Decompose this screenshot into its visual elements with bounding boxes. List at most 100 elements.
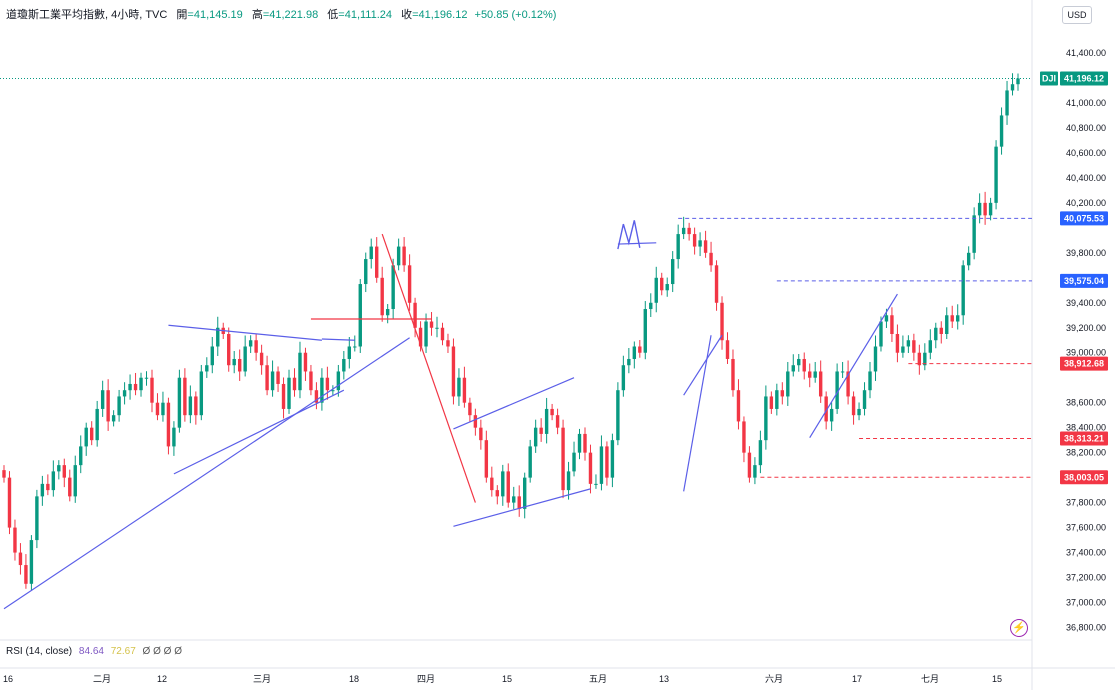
candle-body <box>254 340 258 353</box>
high-value: =41,221.98 <box>262 9 319 21</box>
candle-body <box>380 277 384 316</box>
candle-body <box>923 352 927 366</box>
close-value: =41,196.12 <box>412 9 468 21</box>
candle-body <box>956 315 960 322</box>
candle-body <box>57 465 61 472</box>
y-tick-label: 39,200.00 <box>1066 323 1106 333</box>
candle-body <box>495 490 499 497</box>
candle-body <box>84 427 88 447</box>
candle-body <box>736 390 741 422</box>
candle-body <box>720 302 724 341</box>
level-tag-text: 40,075.53 <box>1064 213 1104 223</box>
candle-body <box>331 390 335 392</box>
candle-body <box>610 440 615 478</box>
candle-body <box>128 383 132 391</box>
candle-body <box>40 483 45 497</box>
candle-body <box>512 496 516 503</box>
level-tag <box>1060 273 1108 288</box>
candle-body <box>95 408 99 441</box>
y-tick-label: 40,200.00 <box>1066 198 1106 208</box>
candle-body <box>2 470 6 478</box>
rsi-ma-value: 72.67 <box>110 646 136 657</box>
candle-body <box>725 340 730 359</box>
candle-body <box>342 358 346 372</box>
x-tick-label: 四月 <box>417 674 435 684</box>
level-tag-text: 38,912.68 <box>1064 359 1104 369</box>
candle-body <box>183 377 187 416</box>
trend-line <box>683 334 723 396</box>
candle-body <box>616 390 620 441</box>
candle-body <box>533 427 538 447</box>
currency-button[interactable]: USD <box>1062 6 1092 24</box>
x-tick-label: 三月 <box>253 674 271 684</box>
candle-body <box>292 377 297 391</box>
candle-body <box>462 377 467 403</box>
candle-body <box>698 240 702 247</box>
candle-body <box>879 321 883 347</box>
candle-body <box>139 377 143 391</box>
level-tag <box>1060 470 1108 485</box>
candle-body <box>29 540 34 584</box>
candle-body <box>270 371 275 391</box>
candle-body <box>928 340 933 353</box>
candle-body <box>243 346 247 372</box>
candle-body <box>79 446 83 466</box>
candle-body <box>287 377 291 409</box>
candle-body <box>583 433 587 453</box>
candle-body <box>199 371 204 416</box>
candle-body <box>347 346 352 359</box>
candle-body <box>407 265 412 303</box>
level-tag-text: 38,003.05 <box>1064 472 1104 482</box>
candle-body <box>994 146 998 203</box>
candle-body <box>966 252 971 266</box>
trend-line <box>173 389 345 475</box>
candle-body <box>13 527 17 553</box>
candle-body <box>676 234 680 260</box>
candle-body <box>216 327 220 347</box>
candle-body <box>594 483 598 485</box>
level-tag-text: 39,575.04 <box>1064 276 1104 286</box>
candle-body <box>122 390 127 397</box>
trend-line <box>453 488 591 527</box>
y-tick-label: 41,000.00 <box>1066 98 1106 108</box>
lightning-icon[interactable]: ⚡ <box>1010 619 1028 637</box>
candle-body <box>753 465 757 478</box>
y-tick-label: 37,800.00 <box>1066 498 1106 508</box>
y-tick-label: 40,600.00 <box>1066 148 1106 158</box>
symbol-title: 道瓊斯工業平均指數, 4小時, TVC <box>6 9 168 21</box>
low-value: =41,111.24 <box>338 9 393 21</box>
candle-body <box>764 396 768 441</box>
x-tick-label: 12 <box>157 674 167 684</box>
candle-body <box>890 315 894 334</box>
x-tick-label: 18 <box>349 674 359 684</box>
candle-body <box>314 390 319 403</box>
last-price-tag <box>1060 71 1108 86</box>
candle-body <box>259 352 264 366</box>
trend-line <box>321 338 355 341</box>
level-tag <box>1060 211 1108 226</box>
candle-body <box>873 346 878 372</box>
trend-line <box>453 377 575 430</box>
y-tick-label: 38,400.00 <box>1066 423 1106 433</box>
symbol-tag <box>1040 71 1058 86</box>
candle-body <box>983 202 987 216</box>
trend-line <box>809 293 898 438</box>
candle-body <box>391 265 395 310</box>
candle-body <box>1010 84 1015 91</box>
pattern-drawing <box>617 220 641 250</box>
candle-body <box>829 408 834 422</box>
candle-body <box>353 346 357 348</box>
candle-body <box>703 240 708 253</box>
candle-body <box>550 408 554 416</box>
candle-body <box>418 327 423 347</box>
candle-body <box>364 259 368 285</box>
candle-body <box>523 477 527 509</box>
candle-body <box>786 371 790 397</box>
candle-body <box>747 452 752 478</box>
candle-body <box>840 371 845 373</box>
candle-body <box>479 427 483 441</box>
candle-body <box>605 446 609 478</box>
candle-body <box>210 346 214 366</box>
candle-body <box>649 302 653 310</box>
